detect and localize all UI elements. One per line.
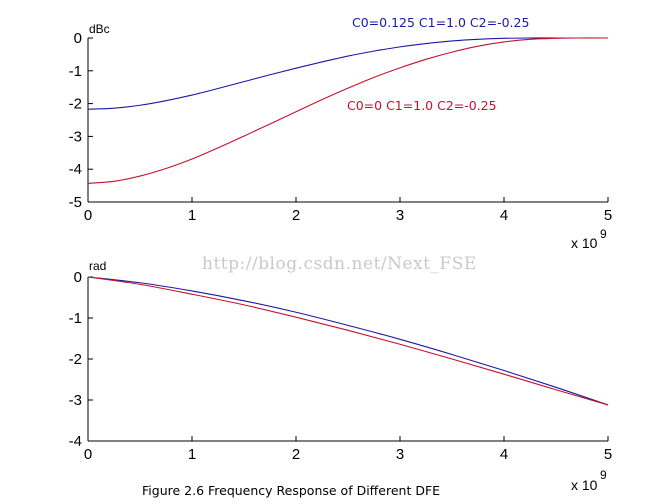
x-tick-label: 3	[396, 207, 404, 224]
y-tick-label: -2	[69, 351, 82, 368]
x-tick-label: 1	[188, 207, 196, 224]
x-tick-label: 2	[292, 207, 300, 224]
y-tick-label: -3	[69, 392, 82, 409]
y-tick-label: -1	[69, 63, 82, 80]
x-tick-label: 5	[604, 207, 612, 224]
y-tick-label: -1	[69, 310, 82, 327]
series-line-blue	[87, 276, 609, 406]
watermark-text: http://blog.csdn.net/Next_FSE	[202, 254, 477, 274]
series-annotation: C0=0 C1=1.0 C2=-0.25	[347, 98, 497, 113]
x-axis-multiplier: x 10	[571, 477, 598, 493]
y-tick-label: -3	[69, 128, 82, 145]
x-tick-label: 3	[396, 446, 404, 463]
y-tick-label: -5	[69, 194, 82, 211]
y-tick-label: -4	[69, 433, 82, 450]
x-tick-label: 4	[500, 446, 508, 463]
figure-caption: Figure 2.6 Frequency Response of Differe…	[142, 483, 440, 498]
y-tick-label: -4	[69, 161, 82, 178]
series-line-red	[87, 276, 609, 406]
y-tick-label: 0	[74, 30, 82, 47]
y-axis-unit-label: rad	[89, 259, 106, 273]
x-axis-multiplier-exponent: 9	[600, 468, 607, 482]
x-axis-multiplier-exponent: 9	[600, 227, 607, 241]
series-line-red	[87, 37, 609, 184]
x-tick-label: 5	[604, 446, 612, 463]
series-line-blue	[87, 37, 608, 110]
x-tick-label: 4	[500, 207, 508, 224]
y-axis-unit-label: dBc	[89, 22, 110, 36]
x-axis-multiplier: x 10	[571, 235, 598, 251]
series-annotation: C0=0.125 C1=1.0 C2=-0.25	[352, 15, 529, 30]
x-tick-label: 1	[188, 446, 196, 463]
top-plot-magnitude: 0 1 2 3 4 5 0 -1 -2 -3 -4 -5 dBc x 109 C0=0.125 C1=1.0…	[69, 15, 613, 251]
y-tick-label: -2	[69, 96, 82, 113]
x-tick-label: 0	[84, 446, 92, 463]
y-tick-label: 0	[74, 269, 82, 286]
bottom-plot-phase: 0 1 2 3 4 5 0 -1 -2 -3 -4 rad x 109	[69, 259, 613, 493]
x-tick-label: 2	[292, 446, 300, 463]
x-tick-label: 0	[84, 207, 92, 224]
